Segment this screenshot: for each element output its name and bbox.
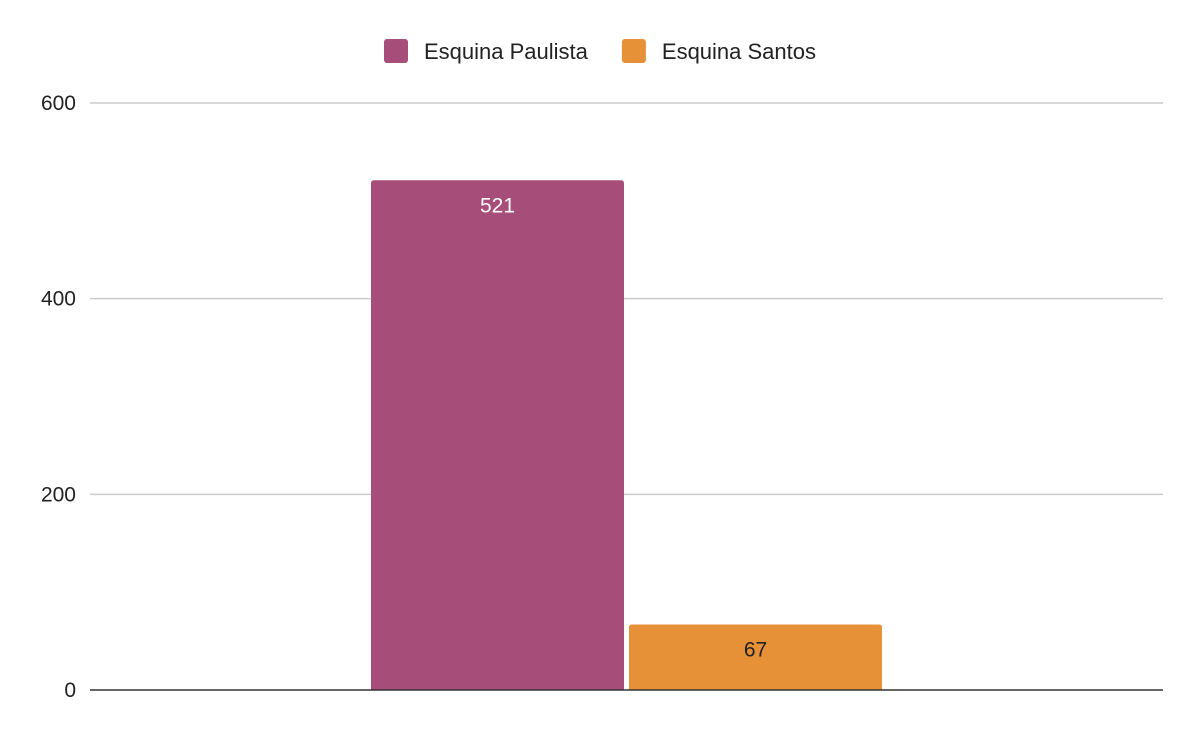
y-tick-label: 0	[64, 679, 76, 702]
data-label: 67	[744, 638, 767, 661]
bar-esquina-santos	[629, 624, 882, 690]
y-tick-label: 600	[41, 92, 76, 115]
legend-label: Esquina Santos	[662, 39, 816, 64]
y-axis-tick-labels: 0 200 400 600	[41, 92, 76, 702]
y-tick-label: 200	[41, 483, 76, 506]
legend-label: Esquina Paulista	[424, 39, 589, 64]
gridlines	[90, 102, 1163, 496]
legend-item-esquina-santos: Esquina Santos	[621, 39, 816, 64]
legend-swatch	[621, 39, 646, 63]
bar-esquina-paulista	[371, 180, 624, 690]
bars	[371, 180, 882, 690]
data-label: 521	[480, 194, 515, 217]
data-labels: 521 67	[480, 194, 767, 661]
legend-item-esquina-paulista: Esquina Paulista	[384, 39, 589, 64]
legend: Esquina Paulista Esquina Santos	[384, 39, 816, 64]
y-tick-label: 400	[41, 288, 76, 311]
legend-swatch	[384, 39, 408, 63]
